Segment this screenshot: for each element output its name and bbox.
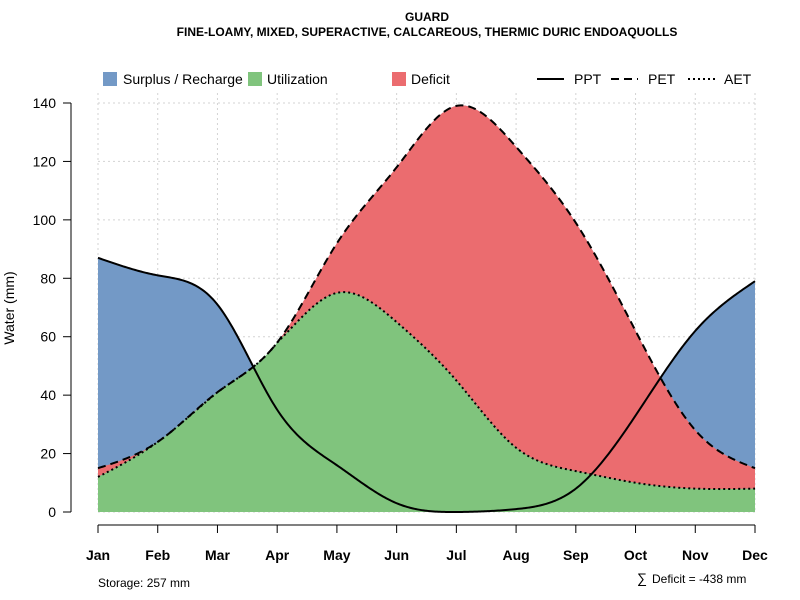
pet-line — [97, 104, 756, 470]
y-tick-label: 0 — [48, 504, 56, 520]
legend-swatch-utilization — [248, 72, 262, 86]
x-tick-label: May — [323, 547, 350, 563]
legend-label-utilization: Utilization — [267, 71, 328, 87]
x-tick-label: Apr — [265, 547, 290, 563]
x-tick-label: Dec — [742, 547, 768, 563]
y-tick-label: 140 — [33, 95, 57, 111]
legend-label-pet: PET — [648, 71, 676, 87]
legend-swatch-deficit — [392, 72, 406, 86]
y-tick-label: 100 — [33, 212, 57, 228]
x-tick-label: Oct — [624, 547, 648, 563]
chart-subtitle: FINE-LOAMY, MIXED, SUPERACTIVE, CALCAREO… — [177, 25, 678, 39]
x-tick-label: Sep — [563, 547, 589, 563]
y-axis-label: Water (mm) — [1, 271, 17, 344]
y-tick-label: 20 — [40, 446, 56, 462]
x-tick-label: Nov — [682, 547, 709, 563]
y-tick-label: 80 — [40, 270, 56, 286]
utilization-area — [98, 292, 755, 512]
legend-label-deficit: Deficit — [411, 71, 450, 87]
ppt-line — [97, 256, 756, 514]
chart-title: GUARD — [405, 10, 449, 24]
storage-annotation: Storage: 257 mm — [98, 576, 190, 590]
legend-label-surplus: Surplus / Recharge — [123, 71, 243, 87]
x-tick-label: Jan — [86, 547, 110, 563]
x-tick-label: Jun — [384, 547, 409, 563]
legend-label-aet: AET — [724, 71, 752, 87]
legend-swatch-surplus — [103, 72, 117, 86]
deficit-sum-annotation: Deficit = -438 mm — [652, 572, 746, 586]
deficit-sum-symbol: ∑ — [637, 570, 647, 586]
x-tick-label: Jul — [446, 547, 466, 563]
x-tick-label: Feb — [145, 547, 170, 563]
legend-label-ppt: PPT — [574, 71, 602, 87]
area-fills — [98, 105, 755, 512]
y-tick-label: 60 — [40, 329, 56, 345]
axes: 0 20 40 60 80 100 120 140 Jan Feb Mar Apr May Jun Jul A… — [33, 95, 768, 563]
series-lines — [97, 104, 756, 514]
deficit-area — [98, 105, 755, 490]
x-tick-label: Aug — [502, 547, 529, 563]
legend: Surplus / Recharge Utilization Deficit P… — [103, 71, 752, 87]
y-tick-label: 40 — [40, 387, 56, 403]
y-tick-label: 120 — [33, 153, 57, 169]
x-tick-label: Mar — [205, 547, 230, 563]
